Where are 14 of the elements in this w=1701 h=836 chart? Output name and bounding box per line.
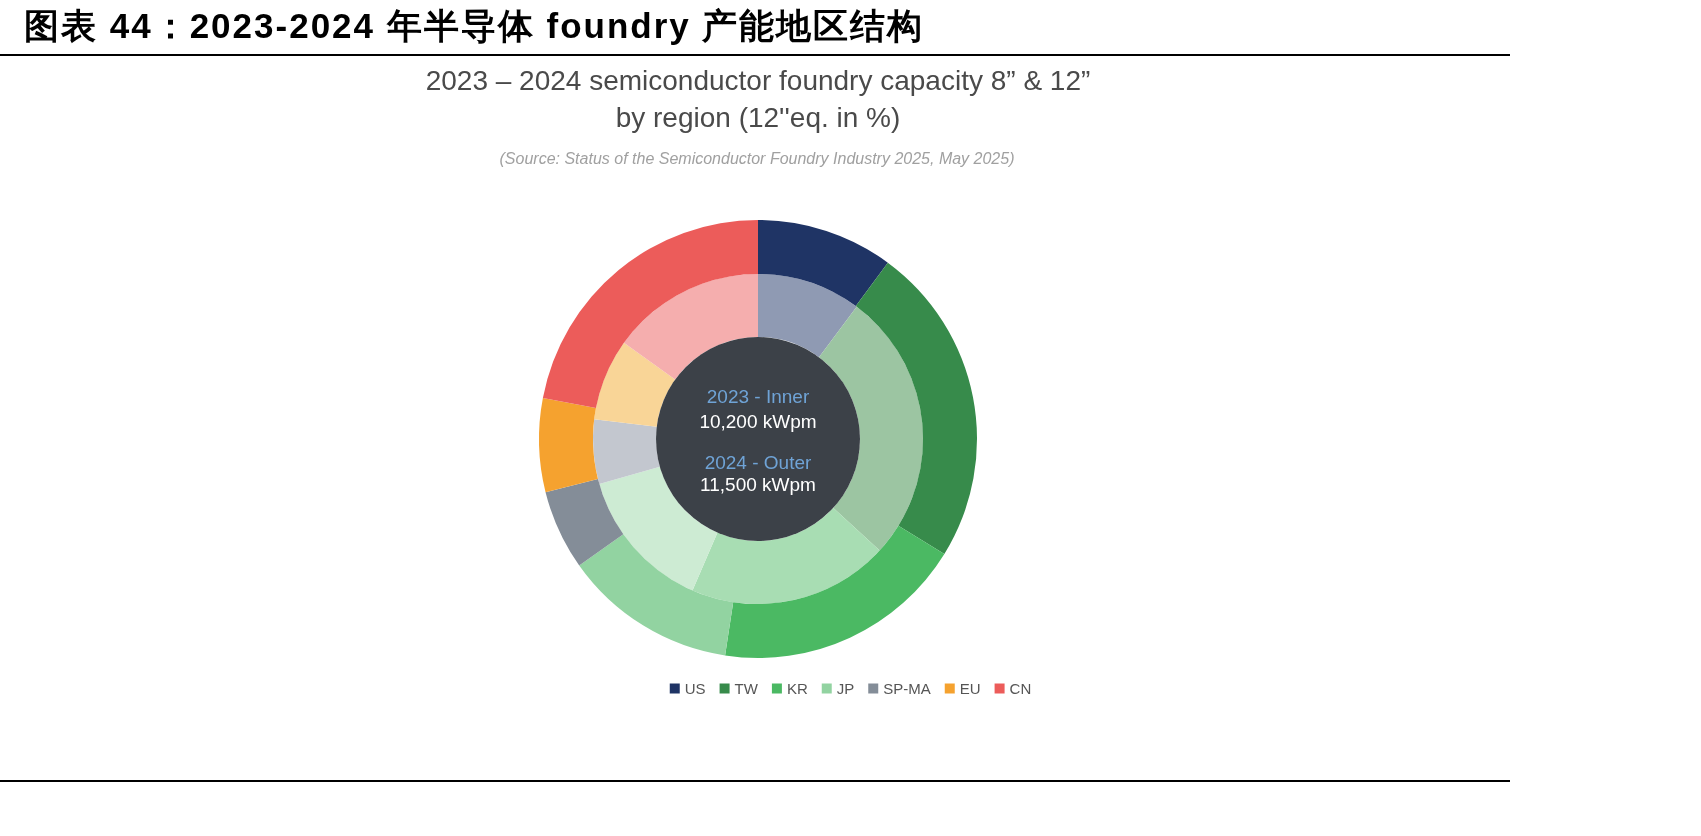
legend-label: SP-MA	[883, 680, 931, 697]
legend-label: JP	[836, 680, 855, 697]
legend-label: TW	[734, 680, 759, 697]
text: (Source: Status of the Semiconductor Foundry Industry 2025, May 2025)	[498, 150, 1016, 168]
chart-title: 图表 44：2023-2024 年半导体 foundry 产能地区结构	[24, 5, 925, 47]
text: 11,500 kWpm	[699, 474, 817, 496]
legend-label: CN	[1009, 680, 1032, 697]
text: 2024 - Outer	[703, 452, 813, 474]
legend-label: KR	[786, 680, 808, 697]
text: 2023 - Inner	[705, 386, 811, 408]
chart-subtitle: 2023 – 2024 semiconductor foundry capacity 8” & 12” by region (12''eq. in %)	[424, 64, 1092, 135]
text: 10,200 kWpm	[698, 411, 818, 433]
legend-label: EU	[959, 680, 981, 697]
legend-label: US	[684, 680, 706, 697]
